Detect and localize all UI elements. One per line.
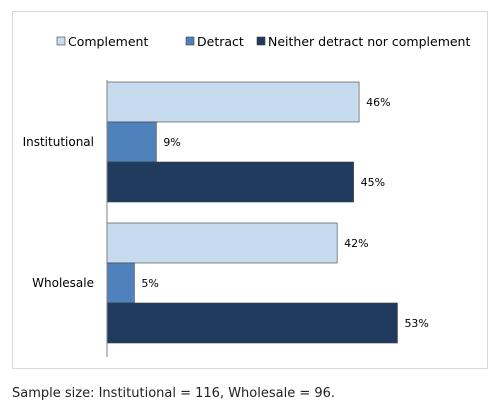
value-label-wholesale-neither-detract-nor-complement: 53% <box>404 317 428 330</box>
category-label-wholesale: Wholesale <box>32 276 94 290</box>
bar-wholesale-detract <box>106 262 135 304</box>
legend: Complement Detract Neither detract nor com… <box>56 34 470 49</box>
value-labels: 46% 9% 45% 42% 5% 53% <box>141 96 428 330</box>
bar-institutional-detract <box>106 121 157 163</box>
value-label-wholesale-complement: 42% <box>344 237 368 250</box>
bar-wholesale-complement <box>106 222 338 264</box>
bar-institutional-neither-detract-nor-complement <box>106 161 354 203</box>
chart-frame: Complement Detract Neither detract nor com… <box>12 11 488 369</box>
value-label-institutional-neither-detract-nor-complement: 45% <box>361 176 385 189</box>
value-label-wholesale-detract: 5% <box>141 277 158 290</box>
legend-swatch-neither-detract-nor-complement <box>256 36 266 46</box>
legend-swatch-detract <box>185 36 195 46</box>
bar-institutional-complement <box>106 81 360 123</box>
legend-swatch-complement <box>56 36 66 46</box>
value-label-institutional-detract: 9% <box>163 136 180 149</box>
bars <box>106 81 398 344</box>
legend-label-neither-detract-nor-complement: Neither detract nor complement <box>268 34 470 49</box>
sample-size-footnote: Sample size: Institutional = 116, Wholes… <box>12 386 336 401</box>
category-axis-labels: Institutional Wholesale <box>23 135 94 290</box>
legend-label-detract: Detract <box>197 34 244 49</box>
legend-item-detract: Detract <box>185 34 244 49</box>
legend-item-complement: Complement <box>56 34 148 49</box>
legend-item-neither-detract-nor-complement: Neither detract nor complement <box>256 34 470 49</box>
bar-chart: Complement Detract Neither detract nor com… <box>23 34 470 357</box>
legend-label-complement: Complement <box>68 34 148 49</box>
value-label-institutional-complement: 46% <box>366 96 390 109</box>
bar-wholesale-neither-detract-nor-complement <box>106 302 398 344</box>
category-label-institutional: Institutional <box>23 135 94 149</box>
